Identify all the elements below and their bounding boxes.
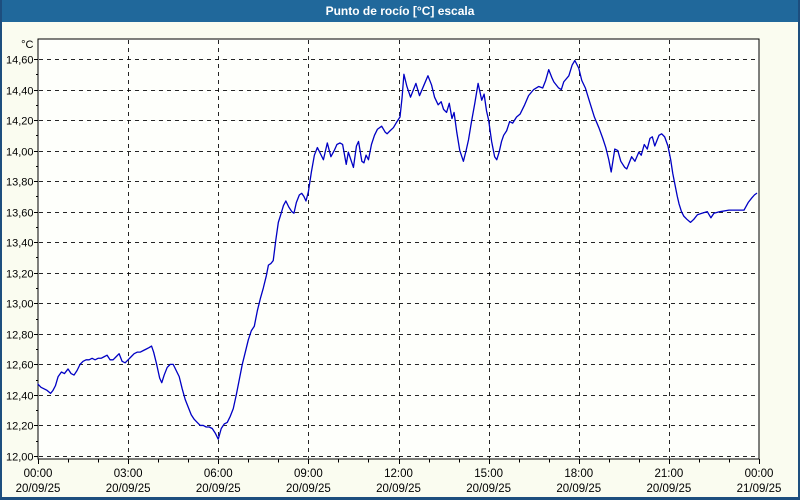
title-bar: Punto de rocío [°C] escala (2, 0, 798, 22)
plot-border (37, 38, 760, 460)
x-tick-time-label: 00:00 (24, 468, 53, 480)
series-line-Punto de rocío (37, 59, 758, 440)
x-tick-time-label: 09:00 (294, 468, 323, 480)
x-tick-time-label: 03:00 (114, 468, 143, 480)
y-tick-label: 12,20 (6, 421, 34, 433)
x-tick-date-label: 20/09/25 (106, 483, 151, 495)
x-tick-time-label: 12:00 (384, 468, 413, 480)
x-tick-date-label: 20/09/25 (556, 483, 601, 495)
chart-title: Punto de rocío [°C] escala (325, 4, 475, 18)
x-tick-date-label: 20/09/25 (196, 483, 241, 495)
x-tick-date-label: 20/09/25 (466, 483, 511, 495)
x-tick-date-label: 21/09/25 (737, 483, 782, 495)
plot-area (38, 39, 759, 459)
x-tick-time-label: 06:00 (204, 468, 233, 480)
x-tick-time-label: 21:00 (654, 468, 683, 480)
x-tick-date-label: 20/09/25 (16, 483, 61, 495)
y-tick-label: 14,40 (6, 86, 34, 98)
y-tick-label: 13,00 (6, 299, 34, 311)
dewpoint-line-chart: 14,60 14,40 14,20 14,00 13,80 13,60 13,40 13,20… (6, 38, 782, 495)
x-tick-date-label: 20/09/25 (646, 483, 691, 495)
y-tick-label: 14,00 (6, 147, 34, 159)
y-tick-label: 12,00 (6, 452, 34, 464)
y-tick-label: 13,60 (6, 208, 34, 220)
y-tick-label: 14,60 (6, 55, 34, 67)
x-tick-date-label: 20/09/25 (376, 483, 421, 495)
y-tick-label: 13,80 (6, 177, 34, 189)
x-tick-date-label: 20/09/25 (286, 483, 331, 495)
y-tick-label: 13,40 (6, 238, 34, 250)
y-axis-unit-label: °C (21, 39, 33, 51)
y-tick-label: 12,80 (6, 330, 34, 342)
x-tick-time-label: 15:00 (474, 468, 503, 480)
x-tick-time-label: 00:00 (745, 468, 774, 480)
y-tick-label: 12,60 (6, 360, 34, 372)
y-tick-label: 12,40 (6, 391, 34, 403)
y-tick-label: 14,20 (6, 116, 34, 128)
x-tick-time-label: 18:00 (564, 468, 593, 480)
y-tick-label: 13,20 (6, 269, 34, 281)
